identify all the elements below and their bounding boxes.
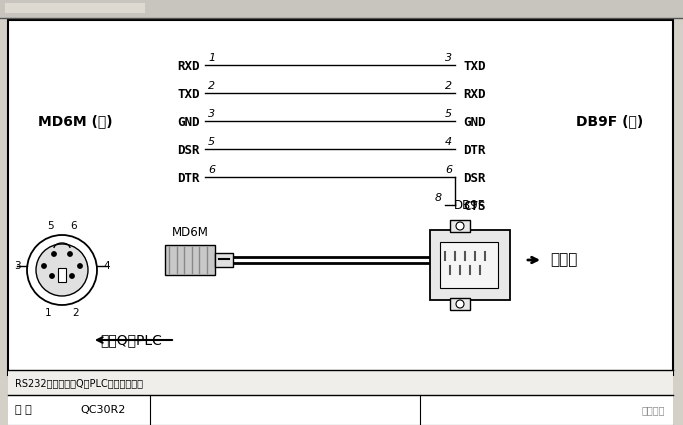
Text: MD6M (针): MD6M (针)	[38, 114, 112, 128]
Circle shape	[27, 235, 97, 305]
Circle shape	[456, 222, 464, 230]
Circle shape	[36, 244, 88, 296]
Text: 三菱Q系PLC: 三菱Q系PLC	[100, 333, 162, 347]
Text: 1: 1	[44, 308, 51, 318]
Text: DTR: DTR	[463, 144, 486, 156]
Bar	[450, 220, 470, 232]
Text: 电工技术: 电工技术	[641, 405, 665, 415]
Text: DSR: DSR	[463, 172, 486, 184]
Text: 计算机: 计算机	[550, 252, 577, 267]
Text: 3: 3	[208, 109, 215, 119]
Circle shape	[70, 274, 74, 278]
Text: 3: 3	[445, 53, 452, 63]
Text: RXD: RXD	[178, 60, 200, 73]
Text: DSR: DSR	[178, 144, 200, 156]
Text: MD6M: MD6M	[171, 226, 208, 239]
Text: 2: 2	[72, 308, 79, 318]
Text: CTS: CTS	[463, 199, 486, 212]
Bar	[215, 253, 233, 267]
Text: 4: 4	[445, 137, 452, 147]
Text: GND: GND	[463, 116, 486, 128]
Text: 5: 5	[46, 221, 53, 231]
Text: 4: 4	[103, 261, 110, 271]
Text: GND: GND	[178, 116, 200, 128]
Bar	[430, 230, 510, 300]
Bar	[5, 3, 145, 13]
Bar	[0, 0, 683, 18]
Bar	[450, 298, 470, 310]
Text: RXD: RXD	[463, 88, 486, 100]
Text: 型 号: 型 号	[15, 405, 31, 415]
Bar	[440, 242, 498, 288]
Text: 2: 2	[208, 81, 215, 91]
Text: 3: 3	[14, 261, 21, 271]
Bar	[58, 268, 66, 282]
Text: 2: 2	[445, 81, 452, 91]
Circle shape	[52, 252, 56, 256]
Text: 5: 5	[208, 137, 215, 147]
Bar	[8, 370, 673, 395]
Text: TXD: TXD	[178, 88, 200, 100]
Circle shape	[456, 300, 464, 308]
Circle shape	[68, 252, 72, 256]
Text: DB9F: DB9F	[454, 199, 486, 212]
Text: 8: 8	[435, 193, 442, 203]
Text: RS232接口的三菱Q系PLC编程通讯电缆: RS232接口的三菱Q系PLC编程通讯电缆	[15, 378, 143, 388]
Text: 6: 6	[445, 165, 452, 175]
Bar	[8, 20, 673, 375]
Text: QC30R2: QC30R2	[80, 405, 126, 415]
Text: 6: 6	[70, 221, 77, 231]
Text: 5: 5	[445, 109, 452, 119]
Circle shape	[50, 274, 54, 278]
Text: DB9F (孔): DB9F (孔)	[576, 114, 643, 128]
Circle shape	[78, 264, 82, 268]
Text: TXD: TXD	[463, 60, 486, 73]
Text: 1: 1	[208, 53, 215, 63]
Bar	[165, 245, 215, 275]
Text: DTR: DTR	[178, 172, 200, 184]
Circle shape	[42, 264, 46, 268]
Text: 6: 6	[208, 165, 215, 175]
Bar	[8, 395, 673, 425]
